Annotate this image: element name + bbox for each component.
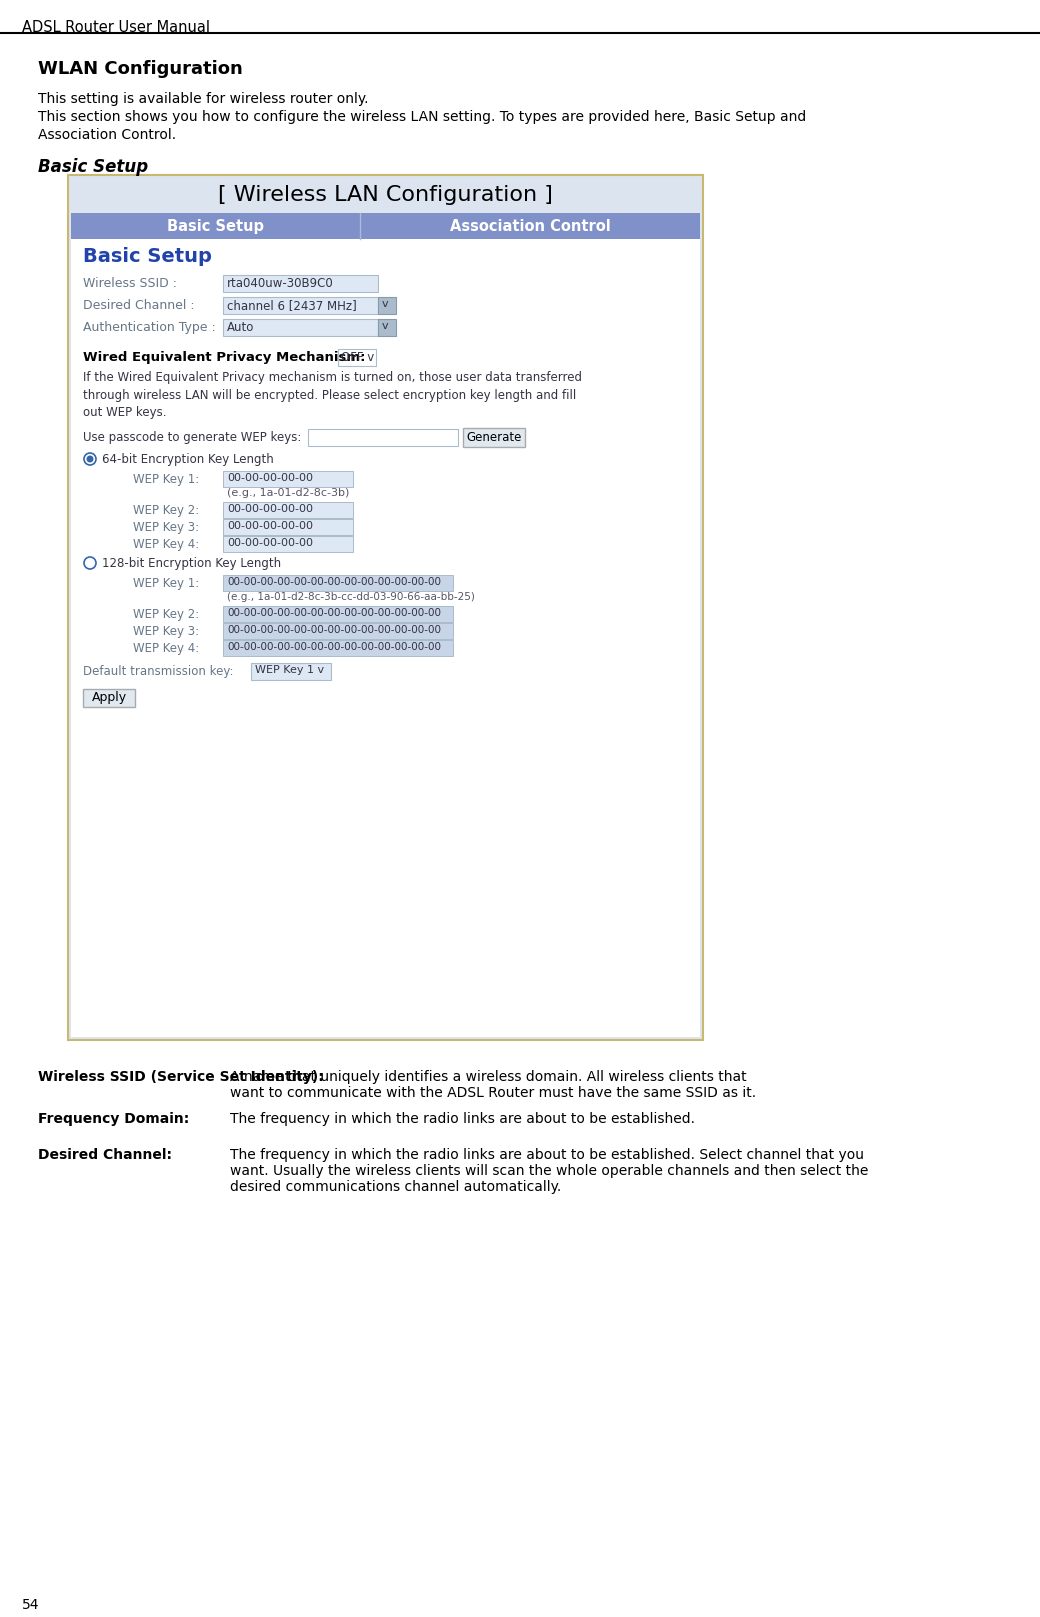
Bar <box>223 640 453 657</box>
Text: [ Wireless LAN Configuration ]: [ Wireless LAN Configuration ] <box>218 184 553 205</box>
Bar <box>223 298 378 314</box>
Text: 00-00-00-00-00: 00-00-00-00-00 <box>227 521 313 530</box>
Bar <box>223 275 378 293</box>
Text: WEP Key 3:: WEP Key 3: <box>133 521 199 534</box>
Text: WEP Key 4:: WEP Key 4: <box>133 538 200 551</box>
Text: Basic Setup: Basic Setup <box>38 158 148 176</box>
Text: (e.g., 1a-01-d2-8c-3b): (e.g., 1a-01-d2-8c-3b) <box>227 488 349 498</box>
Text: rta040uw-30B9C0: rta040uw-30B9C0 <box>227 277 334 289</box>
Bar <box>223 319 378 336</box>
Text: WEP Key 1:: WEP Key 1: <box>133 577 200 590</box>
Circle shape <box>84 453 96 466</box>
Text: WEP Key 3:: WEP Key 3: <box>133 626 199 639</box>
Text: WEP Key 1:: WEP Key 1: <box>133 474 200 487</box>
Bar <box>83 689 135 707</box>
Text: Frequency Domain:: Frequency Domain: <box>38 1112 189 1125</box>
Text: 00-00-00-00-00-00-00-00-00-00-00-00-00: 00-00-00-00-00-00-00-00-00-00-00-00-00 <box>227 626 441 635</box>
Text: (e.g., 1a-01-d2-8c-3b-cc-dd-03-90-66-aa-bb-25): (e.g., 1a-01-d2-8c-3b-cc-dd-03-90-66-aa-… <box>227 592 475 602</box>
Text: want. Usually the wireless clients will scan the whole operable channels and the: want. Usually the wireless clients will … <box>230 1164 868 1179</box>
Bar <box>223 606 453 623</box>
Text: WEP Key 1 v: WEP Key 1 v <box>255 665 324 674</box>
Text: Use passcode to generate WEP keys:: Use passcode to generate WEP keys: <box>83 432 302 445</box>
Bar <box>223 501 353 517</box>
Bar <box>223 471 353 487</box>
Bar <box>378 298 396 314</box>
Bar <box>71 239 700 1036</box>
Bar <box>338 349 376 365</box>
Text: WEP Key 2:: WEP Key 2: <box>133 505 200 517</box>
Text: Generate: Generate <box>466 432 522 445</box>
Text: ADSL Router User Manual: ADSL Router User Manual <box>22 19 210 36</box>
Bar <box>378 319 396 336</box>
Text: 00-00-00-00-00-00-00-00-00-00-00-00-00: 00-00-00-00-00-00-00-00-00-00-00-00-00 <box>227 577 441 587</box>
Text: Wireless SSID (Service Set Identity):: Wireless SSID (Service Set Identity): <box>38 1070 323 1083</box>
Text: 00-00-00-00-00: 00-00-00-00-00 <box>227 538 313 548</box>
Bar <box>68 175 703 1040</box>
Text: 54: 54 <box>22 1598 40 1612</box>
Bar <box>223 623 453 639</box>
Text: desired communications channel automatically.: desired communications channel automatic… <box>230 1180 562 1193</box>
Bar <box>308 429 458 446</box>
Bar <box>71 213 700 239</box>
Text: A name that uniquely identifies a wireless domain. All wireless clients that: A name that uniquely identifies a wirele… <box>230 1070 747 1083</box>
Text: Wireless SSID :: Wireless SSID : <box>83 277 177 289</box>
Text: Desired Channel :: Desired Channel : <box>83 299 194 312</box>
Text: Apply: Apply <box>92 690 127 703</box>
Text: Auto: Auto <box>227 322 255 335</box>
Text: WEP Key 2:: WEP Key 2: <box>133 608 200 621</box>
Text: Desired Channel:: Desired Channel: <box>38 1148 172 1163</box>
Text: 00-00-00-00-00: 00-00-00-00-00 <box>227 474 313 483</box>
Text: OFF v: OFF v <box>341 351 374 364</box>
Text: Wired Equivalent Privacy Mechanism:: Wired Equivalent Privacy Mechanism: <box>83 351 365 364</box>
Text: want to communicate with the ADSL Router must have the same SSID as it.: want to communicate with the ADSL Router… <box>230 1087 756 1100</box>
Text: The frequency in which the radio links are about to be established. Select chann: The frequency in which the radio links a… <box>230 1148 864 1163</box>
Circle shape <box>84 556 96 569</box>
Text: Basic Setup: Basic Setup <box>167 218 264 234</box>
Bar <box>251 663 331 681</box>
Bar <box>223 535 353 551</box>
Text: Default transmission key:: Default transmission key: <box>83 665 234 678</box>
Text: channel 6 [2437 MHz]: channel 6 [2437 MHz] <box>227 299 357 312</box>
Text: v: v <box>382 299 389 309</box>
Text: If the Wired Equivalent Privacy mechanism is turned on, those user data transfer: If the Wired Equivalent Privacy mechanis… <box>83 370 582 419</box>
Text: Association Control: Association Control <box>449 218 610 234</box>
Bar <box>223 519 353 535</box>
Text: 00-00-00-00-00-00-00-00-00-00-00-00-00: 00-00-00-00-00-00-00-00-00-00-00-00-00 <box>227 642 441 652</box>
Text: This section shows you how to configure the wireless LAN setting. To types are p: This section shows you how to configure … <box>38 110 806 142</box>
Bar <box>223 576 453 590</box>
Text: 00-00-00-00-00: 00-00-00-00-00 <box>227 505 313 514</box>
Text: WEP Key 4:: WEP Key 4: <box>133 642 200 655</box>
Text: This setting is available for wireless router only.: This setting is available for wireless r… <box>38 92 368 107</box>
Bar <box>463 429 525 446</box>
Text: Authentication Type :: Authentication Type : <box>83 322 215 335</box>
Text: WLAN Configuration: WLAN Configuration <box>38 60 242 78</box>
Text: Basic Setup: Basic Setup <box>83 247 212 267</box>
Text: 128-bit Encryption Key Length: 128-bit Encryption Key Length <box>102 556 281 571</box>
Text: v: v <box>382 322 389 331</box>
Text: 64-bit Encryption Key Length: 64-bit Encryption Key Length <box>102 453 274 466</box>
Text: The frequency in which the radio links are about to be established.: The frequency in which the radio links a… <box>230 1112 695 1125</box>
Text: 00-00-00-00-00-00-00-00-00-00-00-00-00: 00-00-00-00-00-00-00-00-00-00-00-00-00 <box>227 608 441 618</box>
Circle shape <box>86 456 94 462</box>
